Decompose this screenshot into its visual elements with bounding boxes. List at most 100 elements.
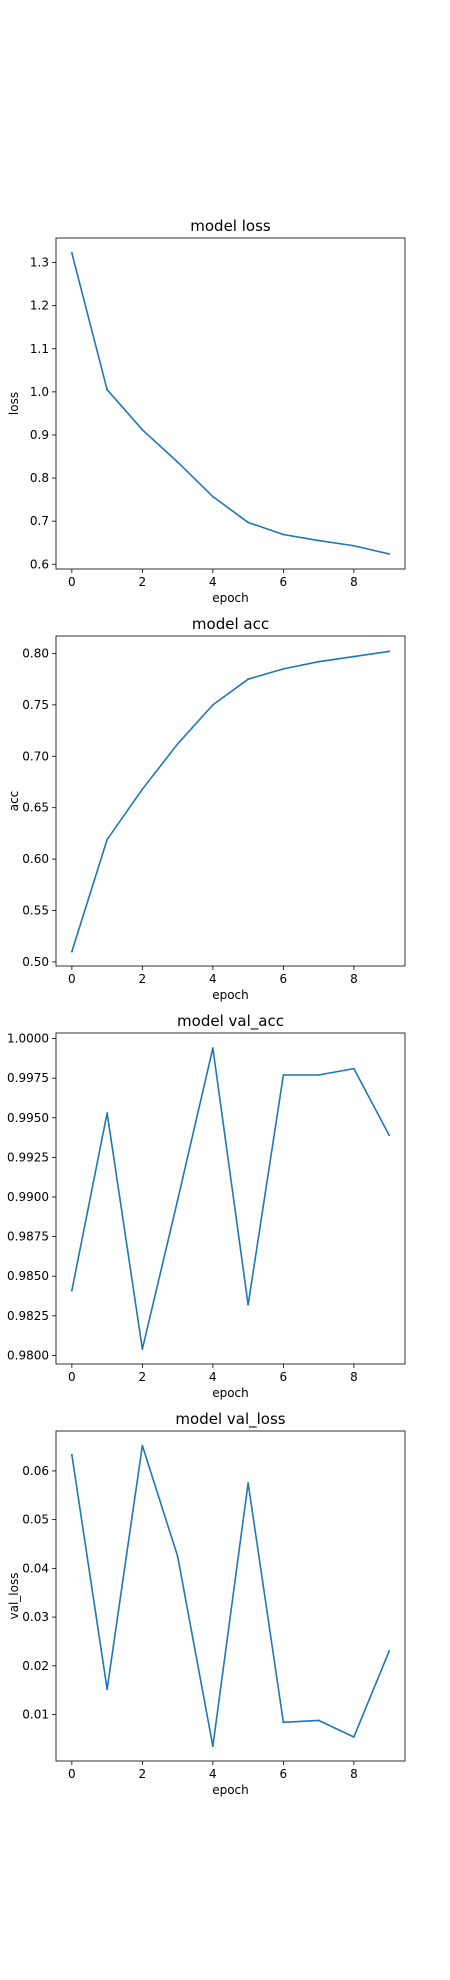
y-axis-label: acc (7, 791, 21, 812)
x-tick-label: 2 (139, 972, 147, 986)
data-point (352, 1067, 355, 1070)
x-tick-label: 4 (209, 575, 217, 589)
series-line (70, 1047, 391, 1350)
data-point (282, 1074, 285, 1076)
x-tick-label: 2 (139, 1370, 147, 1384)
data-point (282, 533, 285, 536)
x-tick-label: 0 (68, 575, 76, 589)
y-tick-label: 0.50 (22, 955, 49, 969)
y-tick-label: 0.7 (30, 514, 49, 528)
y-tick-label: 0.9950 (7, 1111, 49, 1125)
series-line (70, 252, 391, 555)
x-tick-label: 4 (209, 1370, 217, 1384)
x-tick-label: 0 (68, 1370, 76, 1384)
data-point (388, 650, 391, 653)
data-point (317, 539, 320, 542)
data-point (211, 1745, 214, 1748)
data-point (141, 788, 144, 791)
x-tick-label: 8 (350, 1767, 358, 1781)
x-tick-label: 4 (209, 972, 217, 986)
x-tick-label: 8 (350, 575, 358, 589)
data-point (247, 1482, 250, 1484)
x-axis-label: epoch (212, 591, 249, 605)
y-tick-label: 0.9925 (7, 1150, 49, 1164)
y-axis-label: loss (7, 392, 21, 415)
x-tick-label: 6 (280, 972, 288, 986)
x-tick-label: 6 (280, 1370, 288, 1384)
y-tick-label: 0.9800 (7, 1348, 49, 1362)
data-point (352, 655, 355, 658)
x-tick-label: 2 (139, 575, 147, 589)
x-tick-label: 0 (68, 972, 76, 986)
data-point (317, 660, 320, 663)
x-axis-label: epoch (212, 988, 249, 1002)
series-line (70, 650, 391, 953)
data-point (388, 1650, 391, 1653)
chart-panel-3: model val_acc 0 2 4 6 8 0.9800 0.9825 0.9850 0.98… (7, 1012, 406, 1400)
data-point (106, 388, 109, 391)
data-point (211, 495, 214, 498)
series-line (70, 1444, 391, 1748)
axes-frame (55, 1430, 406, 1762)
y-tick-label: 0.05 (22, 1513, 49, 1527)
data-point (106, 1112, 109, 1114)
data-point (352, 1736, 355, 1738)
y-tick-label: 1.3 (30, 256, 49, 270)
y-tick-label: 0.55 (22, 903, 49, 917)
chart-panel-4: model val_loss 0 2 4 6 8 0.01 0.02 0.03 0.04 0.05 0… (7, 1410, 406, 1797)
x-tick-label: 8 (350, 972, 358, 986)
data-point (106, 838, 109, 841)
data-point (141, 1444, 144, 1447)
chart-panel-2: model acc 0 2 4 6 8 0.50 0.55 0.60 0.65 0.70 0.75 0.… (7, 615, 406, 1002)
data-point (317, 1074, 320, 1076)
y-tick-label: 0.9900 (7, 1190, 49, 1204)
y-tick-label: 1.0 (30, 385, 49, 399)
data-point (352, 544, 355, 547)
data-point (176, 1199, 179, 1202)
y-tick-label: 0.70 (22, 749, 49, 763)
y-tick-label: 1.2 (30, 299, 49, 313)
data-point (106, 1688, 109, 1691)
data-point (176, 743, 179, 745)
data-point (70, 950, 73, 953)
y-tick-label: 0.06 (22, 1464, 49, 1478)
y-tick-label: 0.75 (22, 698, 49, 712)
data-point (176, 461, 179, 464)
y-tick-label: 1.1 (30, 342, 49, 356)
y-tick-label: 0.04 (22, 1561, 49, 1575)
y-tick-label: 0.65 (22, 801, 49, 815)
y-tick-label: 0.9 (30, 428, 49, 442)
data-point (141, 428, 144, 431)
axes-frame (55, 237, 406, 570)
data-point (282, 667, 285, 670)
data-point (247, 1303, 250, 1306)
y-tick-label: 0.9975 (7, 1071, 49, 1085)
y-tick-label: 0.9825 (7, 1309, 49, 1323)
data-point (282, 1721, 285, 1724)
y-tick-label: 1.0000 (7, 1032, 49, 1046)
data-point (141, 1348, 144, 1351)
data-point (70, 1289, 73, 1292)
data-point (388, 1134, 391, 1137)
data-point (211, 1047, 214, 1049)
y-tick-label: 0.8 (30, 471, 49, 485)
y-tick-label: 0.03 (22, 1610, 49, 1624)
x-tick-label: 2 (139, 1767, 147, 1781)
data-point (247, 521, 250, 524)
data-point (70, 252, 73, 254)
y-axis-label: val_loss (7, 1573, 21, 1620)
chart-title: model loss (190, 217, 271, 235)
axes-frame (55, 635, 406, 967)
y-tick-label: 0.01 (22, 1708, 49, 1722)
data-point (247, 678, 250, 681)
x-axis-label: epoch (212, 1386, 249, 1400)
y-tick-label: 0.02 (22, 1659, 49, 1673)
chart-title: model val_acc (177, 1012, 284, 1031)
x-tick-label: 8 (350, 1370, 358, 1384)
y-tick-label: 0.6 (30, 557, 49, 571)
chart-title: model val_loss (175, 1410, 285, 1429)
chart-panel-1: model loss 0 2 4 6 8 0.6 0.7 0.8 0.9 1.0 1.1 1.2 1.3 e… (7, 217, 406, 605)
axes-frame (55, 1032, 406, 1365)
data-point (176, 1555, 179, 1558)
